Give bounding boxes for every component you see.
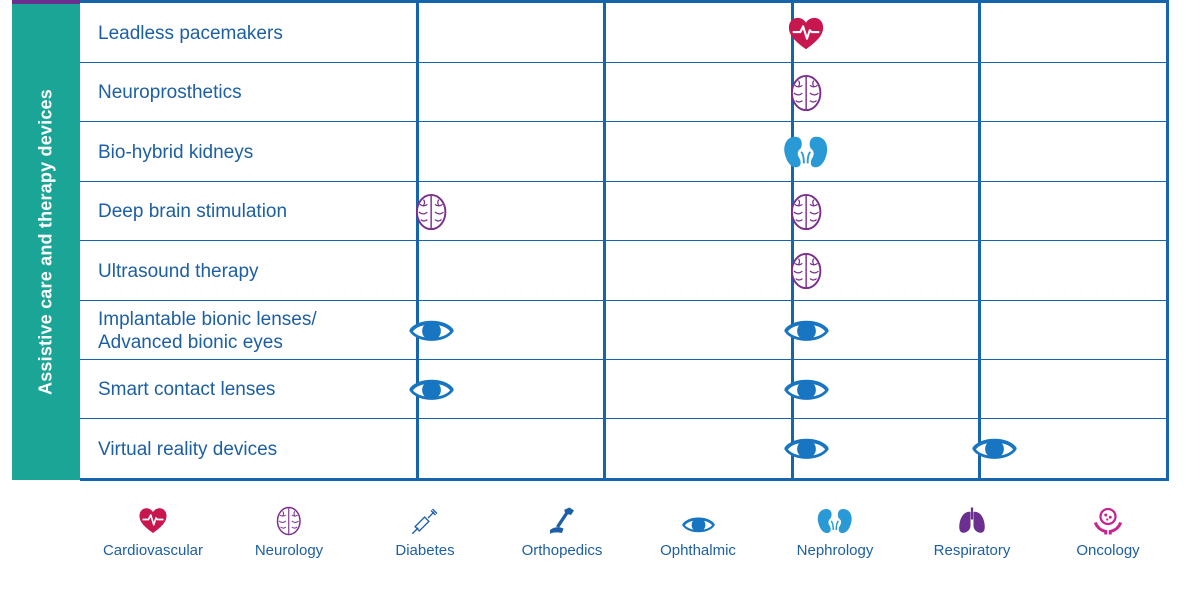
category-sidebar: [12, 4, 80, 480]
sidebar-top-accent: [12, 0, 80, 4]
table-row: Ultrasound therapy: [80, 242, 1169, 301]
eye-icon: [776, 301, 836, 360]
legend-item: Nephrology: [765, 500, 905, 559]
row-divider: [80, 240, 1169, 242]
bone-implant-icon: [547, 500, 577, 536]
kidney-icon: [776, 123, 836, 182]
row-divider: [80, 359, 1169, 360]
legend-item: Respiratory: [902, 500, 1042, 559]
row-divider: [80, 299, 1169, 301]
kidney-icon: [816, 500, 854, 536]
legend-item: Orthopedics: [492, 500, 632, 559]
table-row: Smart contact lenses: [80, 360, 1169, 420]
row-divider: [80, 180, 1169, 182]
brain-icon: [401, 182, 461, 241]
table-row: Leadless pacemakers: [80, 4, 1169, 63]
legend-label: Neurology: [254, 542, 324, 559]
legend: Cardiovascular Neurology Diabetes Orthopedi…: [80, 500, 1180, 570]
row-divider: [80, 62, 1169, 63]
legend-label: Nephrology: [796, 542, 874, 559]
eye-icon: [401, 360, 461, 419]
legend-label: Ophthalmic: [660, 542, 736, 559]
eye-icon: [776, 420, 836, 479]
eye-icon: [401, 301, 461, 360]
brain-icon: [776, 63, 836, 122]
row-label: Virtual reality devices: [98, 438, 278, 460]
cell-hands-icon: [1093, 500, 1123, 536]
table-row: Deep brain stimulation: [80, 182, 1169, 242]
legend-item: Oncology: [1038, 500, 1178, 559]
legend-label: Oncology: [1076, 542, 1140, 559]
eye-icon: [776, 360, 836, 419]
row-label: Ultrasound therapy: [98, 260, 259, 282]
syringe-icon: [410, 500, 440, 536]
eye-icon: [681, 500, 715, 536]
table-bottom-border: [80, 478, 1169, 481]
device-matrix-table: Leadless pacemakers Neuroprosthetics Bio-h…: [80, 0, 1169, 481]
heart-icon: [776, 4, 836, 63]
row-label: Neuroprosthetics: [98, 82, 242, 104]
row-label: Bio-hybrid kidneys: [98, 141, 254, 163]
legend-label: Respiratory: [933, 542, 1011, 559]
brain-icon: [776, 182, 836, 241]
legend-item: Diabetes: [355, 500, 495, 559]
row-label: Implantable bionic lenses/ Advanced bion…: [98, 308, 317, 353]
table-row: Neuroprosthetics: [80, 63, 1169, 123]
row-label: Deep brain stimulation: [98, 201, 288, 223]
legend-item: Ophthalmic: [628, 500, 768, 559]
category-label: Assistive care and therapy devices: [35, 89, 56, 395]
row-label: Smart contact lenses: [98, 379, 276, 401]
brain-icon: [276, 500, 302, 536]
eye-icon: [964, 420, 1024, 479]
heart-icon: [138, 500, 168, 536]
table-top-border: [80, 0, 1169, 3]
lungs-icon: [957, 500, 987, 536]
row-divider: [80, 121, 1169, 123]
brain-icon: [776, 242, 836, 301]
legend-label: Diabetes: [395, 542, 455, 559]
legend-item: Cardiovascular: [83, 500, 223, 559]
row-label: Leadless pacemakers: [98, 23, 283, 44]
legend-label: Cardiovascular: [102, 542, 204, 559]
table-row: Implantable bionic lenses/ Advanced bion…: [80, 301, 1169, 360]
legend-item: Neurology: [219, 500, 359, 559]
legend-label: Orthopedics: [521, 542, 603, 559]
table-row: Bio-hybrid kidneys: [80, 123, 1169, 182]
row-divider: [80, 418, 1169, 420]
table-row: Virtual reality devices: [80, 420, 1169, 479]
